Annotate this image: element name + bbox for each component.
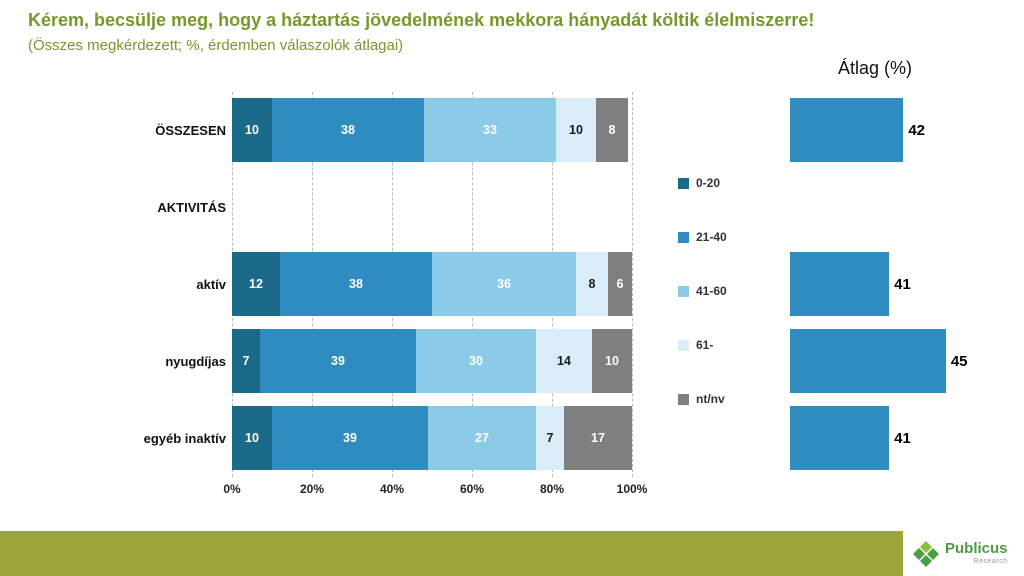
avg-bar-chart: 42 41 45 41 bbox=[790, 92, 968, 477]
category-axis: ÖSSZESEN AKTIVITÁS aktív nyugdíjas egyéb ina… bbox=[30, 92, 226, 477]
x-tick-label: 100% bbox=[616, 482, 648, 496]
legend-swatch bbox=[678, 231, 689, 243]
avg-chart-title: Átlag (%) bbox=[837, 58, 913, 78]
stacked-bar-chart: 10 38 33 10 8 12 38 36 8 6 7 39 30 14 10 10 39 27 7 17 bbox=[232, 92, 633, 477]
legend-item: 21-40 bbox=[678, 230, 727, 244]
avg-bar-row: 45 bbox=[790, 329, 968, 393]
bar-segment-0-20: 10 bbox=[232, 98, 272, 162]
stacked-bar: 12 38 36 8 6 bbox=[232, 252, 632, 316]
legend-swatch bbox=[678, 393, 689, 405]
x-axis: 0% 20% 40% 60% 80% 100% bbox=[223, 482, 647, 498]
avg-value-label: 42 bbox=[908, 121, 926, 139]
bar-segment-nt/nv: 17 bbox=[564, 406, 632, 470]
avg-value-label: 41 bbox=[894, 429, 911, 447]
legend-label: 61- bbox=[696, 338, 714, 352]
legend-item: 61- bbox=[678, 338, 727, 352]
bar-segment-21-40: 39 bbox=[272, 406, 428, 470]
legend-item: nt/nv bbox=[678, 392, 727, 406]
x-tick-label: 60% bbox=[459, 482, 485, 496]
bar-segment-nt/nv: 10 bbox=[592, 329, 632, 393]
bar-segment-41-60: 30 bbox=[416, 329, 536, 393]
brand-text: Publicus Research bbox=[945, 541, 1008, 565]
bar-segment-0-20: 10 bbox=[232, 406, 272, 470]
bar-segment-61-: 10 bbox=[556, 98, 596, 162]
stacked-bar bbox=[232, 175, 632, 239]
bar-segment-0-20: 7 bbox=[232, 329, 260, 393]
legend-label: nt/nv bbox=[696, 392, 725, 406]
bar-segment-21-40: 39 bbox=[260, 329, 416, 393]
stacked-bar: 7 39 30 14 10 bbox=[232, 329, 632, 393]
publicus-logo-icon bbox=[913, 540, 939, 567]
bar-segment-41-60: 36 bbox=[432, 252, 576, 316]
bar-segment-41-60: 33 bbox=[424, 98, 556, 162]
bar-segment-61-: 8 bbox=[576, 252, 608, 316]
bar-segment-61-: 14 bbox=[536, 329, 592, 393]
legend-item: 0-20 bbox=[678, 176, 727, 190]
avg-bar bbox=[790, 252, 890, 316]
bar-segment-61-: 7 bbox=[536, 406, 564, 470]
footer-band: Publicus Research bbox=[0, 531, 1024, 576]
avg-bar-row: 41 bbox=[790, 406, 960, 470]
x-tick-label: 0% bbox=[223, 482, 241, 496]
legend-label: 21-40 bbox=[696, 230, 727, 244]
avg-bar bbox=[790, 406, 890, 470]
bar-segment-41-60: 27 bbox=[428, 406, 536, 470]
category-label: egyéb inaktív bbox=[143, 431, 226, 446]
page-subtitle: (Összes megkérdezett; %, érdemben válasz… bbox=[28, 37, 404, 54]
legend-label: 41-60 bbox=[696, 284, 727, 298]
legend-swatch bbox=[678, 285, 689, 297]
avg-bar-row: 41 bbox=[790, 252, 960, 316]
avg-value-label: 45 bbox=[950, 352, 968, 370]
legend-swatch bbox=[678, 339, 689, 351]
avg-bar-row: 42 bbox=[790, 98, 960, 162]
bar-segment-nt/nv: 8 bbox=[596, 98, 628, 162]
brand-name: Publicus bbox=[945, 540, 1008, 558]
gridline bbox=[632, 92, 633, 477]
x-tick-label: 40% bbox=[379, 482, 405, 496]
logo-box: Publicus Research bbox=[903, 531, 1024, 576]
avg-value-label: 41 bbox=[894, 275, 911, 293]
legend: 0-20 21-40 41-60 61- nt/nv bbox=[678, 176, 727, 406]
avg-bar bbox=[790, 98, 904, 162]
legend-swatch bbox=[678, 177, 689, 189]
bar-segment-21-40: 38 bbox=[280, 252, 432, 316]
legend-label: 0-20 bbox=[696, 176, 721, 190]
bar-segment-nt/nv: 6 bbox=[608, 252, 632, 316]
x-tick-label: 80% bbox=[539, 482, 565, 496]
category-label: aktív bbox=[196, 277, 226, 292]
legend-item: 41-60 bbox=[678, 284, 727, 298]
bar-segment-21-40: 38 bbox=[272, 98, 424, 162]
category-label: ÖSSZESEN bbox=[155, 123, 226, 138]
category-label: nyugdíjas bbox=[165, 354, 226, 369]
stacked-bar: 10 39 27 7 17 bbox=[232, 406, 632, 470]
x-tick-label: 20% bbox=[299, 482, 325, 496]
stacked-bar: 10 38 33 10 8 bbox=[232, 98, 632, 162]
brand-sub: Research bbox=[973, 557, 1008, 565]
page-title: Kérem, becsülje meg, hogy a háztartás jö… bbox=[28, 10, 815, 30]
avg-bar bbox=[790, 329, 946, 393]
category-label: AKTIVITÁS bbox=[157, 200, 226, 215]
bar-segment-0-20: 12 bbox=[232, 252, 280, 316]
